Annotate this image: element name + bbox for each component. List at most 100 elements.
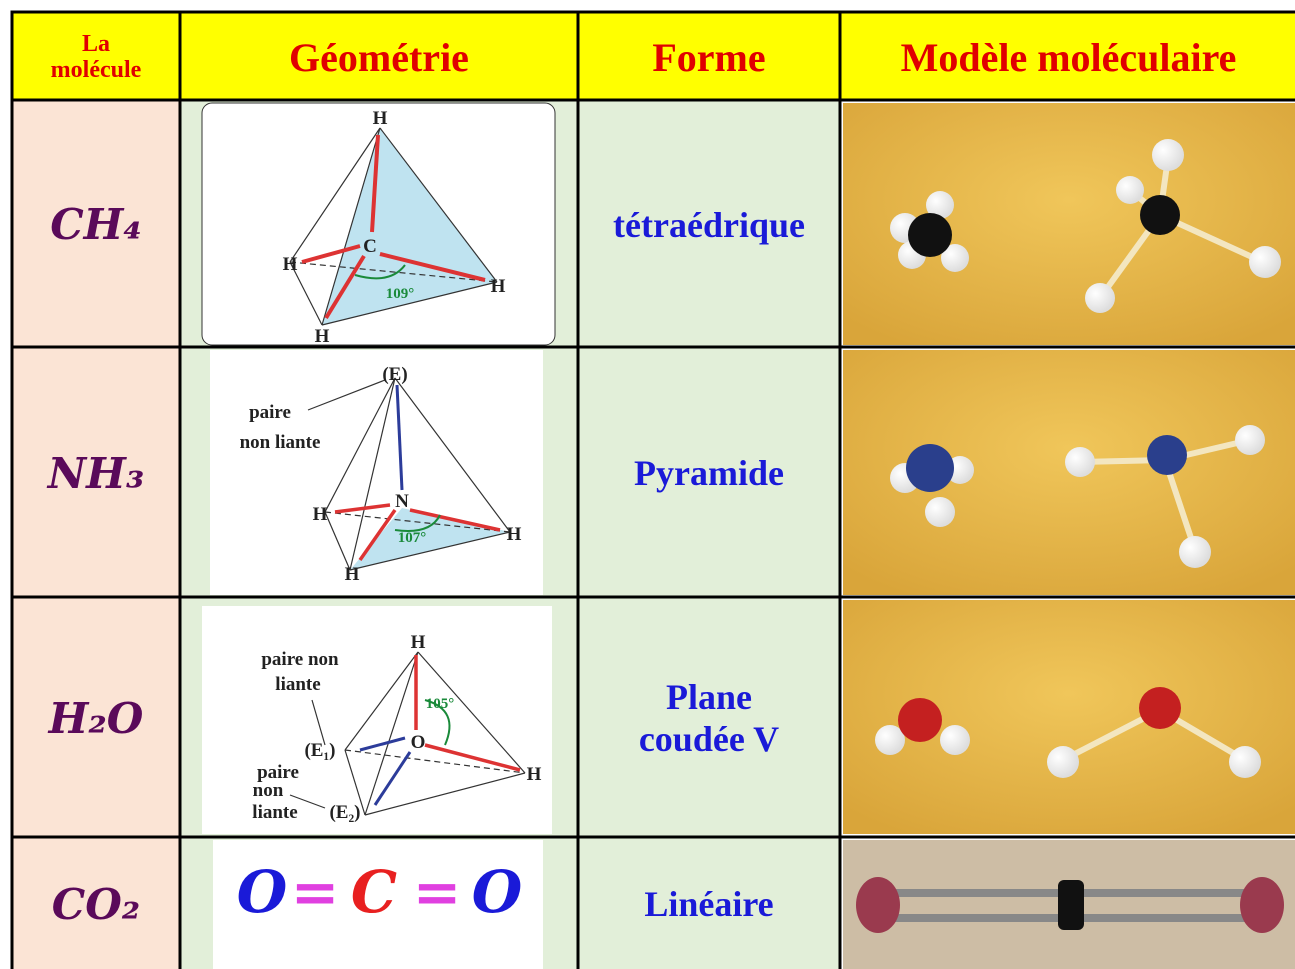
diagram-label: H (527, 764, 542, 785)
drawing-line (344, 749, 526, 774)
drawing-circle (1139, 687, 1181, 729)
drawing-g: O = C = O (237, 858, 523, 926)
diagram-label: 105° (426, 696, 455, 712)
drawing-circle (1047, 746, 1079, 778)
drawing-circle (1249, 246, 1281, 278)
drawing-circle (1235, 425, 1265, 455)
header-text: La molécule (50, 30, 142, 83)
drawing-rect (202, 606, 552, 834)
diagram-label: C (351, 858, 397, 926)
drawing-circle (1147, 435, 1187, 475)
drawing-circle (875, 725, 905, 755)
drawing-line (1162, 459, 1198, 551)
drawing-circle (926, 191, 954, 219)
drawing-line (321, 127, 381, 326)
drawing-circle (906, 444, 954, 492)
diagram-label: = (291, 858, 340, 926)
drawing-path (354, 264, 406, 280)
diagram-label: = (413, 858, 462, 926)
header-cell: Modèle moléculaire (900, 34, 1237, 80)
diagram-label: paire non (261, 649, 339, 670)
shape: tétraédrique (613, 204, 805, 245)
diagram-label: O (237, 858, 288, 926)
diagram-label: paire (249, 402, 291, 423)
drawing-ellipse (856, 877, 900, 933)
shape: Plane coudée V (580, 599, 838, 837)
header-cell: Forme (652, 34, 766, 80)
diagram-label: H (315, 326, 330, 347)
drawing-line (289, 127, 381, 263)
drawing-line (321, 281, 498, 326)
drawing-line (324, 511, 511, 533)
drawing-circle (1179, 536, 1211, 568)
drawing-line (379, 252, 486, 282)
shape: Linéaire (644, 884, 774, 924)
drawing-line (395, 384, 404, 491)
drawing-g (10, 10, 1295, 969)
drawing-line (334, 503, 391, 514)
diagram-label: (E₁) (304, 740, 335, 761)
diagram-label: H (373, 108, 388, 129)
drawing-g (875, 725, 1261, 778)
drawing-circle (908, 213, 952, 257)
drawing-line (358, 508, 397, 562)
drawing-line (417, 651, 526, 774)
diagram-label: C (363, 236, 377, 257)
drawing-circle (1065, 447, 1095, 477)
drawing-circle (898, 698, 942, 742)
drawing-line (324, 377, 396, 513)
diagram-label: 107° (398, 530, 427, 546)
drawing-line (289, 794, 326, 809)
molecule: CH₄ (50, 200, 142, 249)
diagram-label: non liante (240, 432, 321, 453)
drawing-line (344, 749, 366, 816)
diagram-label: O (411, 732, 426, 753)
drawing-line (364, 651, 419, 816)
drawing-line (289, 261, 323, 326)
diagram-label: O (472, 858, 523, 926)
drawing-g (301, 134, 486, 320)
drawing-line (409, 508, 501, 532)
drawing-circle (1229, 746, 1261, 778)
drawing-path (394, 514, 441, 532)
diagram-label: liante (252, 802, 297, 823)
drawing-line (344, 651, 419, 751)
molecule: CO₂ (51, 879, 141, 929)
drawing-circle (940, 725, 970, 755)
diagram-label: H (283, 254, 298, 275)
drawing-line (301, 244, 361, 264)
drawing-line (394, 377, 511, 533)
drawing-circle (925, 497, 955, 527)
diagram-label: H (507, 524, 522, 545)
diagram-label: H (313, 504, 328, 525)
drawing-circle (1140, 195, 1180, 235)
drawing-g (289, 651, 526, 816)
molecule: H₂O (48, 693, 144, 743)
drawing-circle (1085, 283, 1115, 313)
shape: Pyramide (634, 453, 784, 493)
drawing-line (349, 377, 396, 571)
drawing-rect (12, 12, 1295, 100)
drawing-rect (578, 100, 840, 969)
drawing-line (373, 751, 412, 806)
drawing-line (349, 531, 511, 571)
drawing-rect (213, 840, 543, 969)
diagram-label: 109° (386, 286, 415, 302)
molecule: NH₃ (47, 448, 145, 498)
drawing-line (370, 134, 380, 233)
drawing-ellipse (1240, 877, 1284, 933)
drawing-g (890, 425, 1265, 568)
diagram-label: non (253, 780, 284, 801)
drawing-line (311, 699, 326, 746)
drawing-line (364, 772, 526, 816)
header-cell: Géométrie (289, 34, 469, 80)
drawing-line (307, 379, 386, 411)
drawing-rect (1058, 880, 1084, 930)
diagram-label: (E₂) (329, 802, 360, 823)
diagram-label: H (491, 276, 506, 297)
header-cell: La molécule (14, 14, 178, 100)
drawing-rect (10, 10, 1295, 969)
diagram-label: N (395, 491, 409, 512)
shape-text: Plane coudée V (638, 677, 780, 759)
